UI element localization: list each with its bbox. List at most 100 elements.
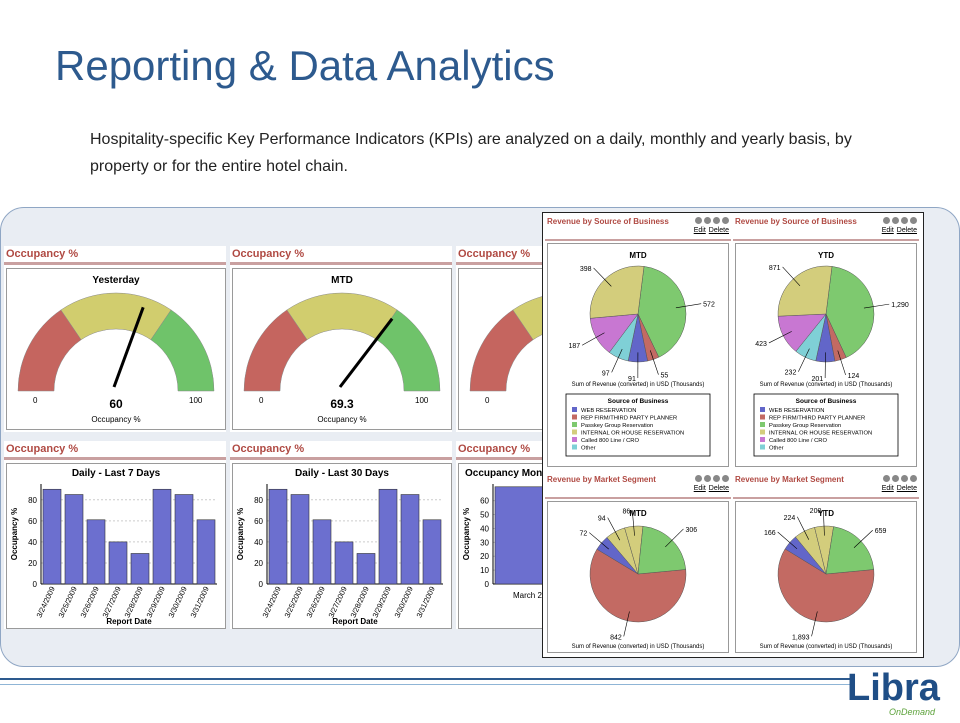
pie-slice-label: 423	[755, 341, 767, 348]
panel-title: Occupancy %	[232, 443, 304, 455]
panel-title: Revenue by Market Segment	[547, 475, 687, 485]
panel-controls[interactable]	[881, 475, 917, 482]
bar	[43, 489, 61, 584]
legend-swatch	[760, 437, 765, 442]
gauge-axis-label: Occupancy %	[91, 415, 140, 424]
pie-slice-label: 124	[848, 373, 860, 380]
bar	[335, 542, 353, 584]
bar-x-tick-label: 3/31/2009	[189, 585, 211, 619]
bar	[401, 495, 419, 584]
bar-chart-title: Daily - Last 30 Days	[295, 468, 389, 479]
pie-slice-label: 86	[622, 508, 630, 515]
footer-rule	[0, 678, 850, 680]
bar-y-tick-label: 20	[254, 559, 263, 568]
legend-swatch	[572, 445, 577, 450]
legend-title: Source of Business	[608, 398, 669, 405]
edit-link[interactable]: Edit	[882, 227, 894, 234]
footer-rule-2	[0, 684, 850, 685]
bar-x-tick-label: 3/30/2009	[167, 585, 189, 619]
legend-swatch	[760, 407, 765, 412]
bar	[109, 542, 127, 584]
bar	[153, 489, 171, 584]
edit-link[interactable]: Edit	[882, 485, 894, 492]
delete-link[interactable]: Delete	[897, 485, 917, 492]
bar	[131, 553, 149, 584]
gauge-axis-label: Occupancy %	[317, 415, 366, 424]
bar-y-tick-label: 80	[254, 496, 263, 505]
gauge-min-label: 0	[259, 396, 264, 405]
bar-x-tick-label: 3/26/2009	[305, 585, 327, 619]
gauge-title: Yesterday	[92, 275, 140, 286]
bar-y-tick-label: 0	[33, 580, 38, 589]
legend-swatch	[572, 422, 577, 427]
panel-controls[interactable]	[693, 217, 729, 224]
bar-x-tick-label: 3/30/2009	[393, 585, 415, 619]
panel-title: Occupancy %	[458, 443, 530, 455]
bar-y-tick-label: 50	[480, 511, 489, 520]
gauge-segment-1	[61, 293, 171, 340]
bar-chart-title: Daily - Last 7 Days	[72, 468, 161, 479]
delete-link[interactable]: Delete	[709, 485, 729, 492]
pie-slice-label: 72	[579, 531, 587, 538]
pie-slice-label: 1,290	[891, 302, 909, 309]
legend-item: Passkey Group Reservation	[581, 423, 653, 429]
pie-slice-label: 166	[764, 530, 776, 537]
bar-x-tick-label: 3/24/2009	[261, 585, 283, 619]
legend-item: REP FIRM/THIRD PARTY PLANNER	[769, 416, 865, 422]
legend-swatch	[760, 430, 765, 435]
pie-slice-label: 55	[660, 373, 668, 380]
bar	[379, 489, 397, 584]
bar-y-tick-label: 60	[254, 517, 263, 526]
pie-slice-label: 200	[810, 508, 822, 515]
bar-x-tick-label: 3/29/2009	[145, 585, 167, 619]
libra-logo-graphic: Libra OnDemand	[847, 668, 952, 718]
libra-logo: Libra OnDemand	[847, 668, 952, 723]
edit-link[interactable]: Edit	[694, 485, 706, 492]
pie-slice-label: 94	[598, 516, 606, 523]
bar-y-tick-label: 60	[480, 497, 489, 506]
bar-x-tick-label: 3/28/2009	[123, 585, 145, 619]
bar	[423, 520, 441, 584]
legend-title: Source of Business	[796, 398, 857, 405]
delete-link[interactable]: Delete	[897, 227, 917, 234]
gauge-max-label: 100	[189, 396, 203, 405]
legend-item: Called 800 Line / CRO	[769, 438, 827, 444]
panel-controls[interactable]	[693, 475, 729, 482]
gauge-min-label: 0	[33, 396, 38, 405]
gauge-max-label: 100	[415, 396, 429, 405]
legend-swatch	[760, 422, 765, 427]
panel-rule	[4, 262, 226, 265]
bar-y-tick-label: 40	[254, 538, 263, 547]
gauge-title: MTD	[331, 275, 353, 286]
pie-slice-label: 842	[610, 634, 622, 641]
legend-swatch	[572, 437, 577, 442]
bar-x-axis-label: Report Date	[332, 617, 378, 626]
delete-link[interactable]: Delete	[709, 227, 729, 234]
slide-subtitle: Hospitality-specific Key Performance Ind…	[90, 126, 890, 180]
edit-link[interactable]: Edit	[694, 227, 706, 234]
logo-subtext: OnDemand	[889, 707, 936, 717]
gauge-value: 60	[109, 397, 123, 411]
logo-text: Libra	[847, 668, 941, 709]
gauge-chart-yesterday: 0 Yesterday 100 Occupancy % 60	[7, 269, 225, 429]
panel-controls[interactable]	[881, 217, 917, 224]
bar-y-tick-label: 60	[28, 517, 37, 526]
gauge-value: 69.3	[330, 397, 354, 411]
bar-x-tick-label: 3/27/2009	[101, 585, 123, 619]
legend-swatch	[572, 430, 577, 435]
bar	[269, 489, 287, 584]
bar	[313, 520, 331, 584]
bar	[87, 520, 105, 584]
